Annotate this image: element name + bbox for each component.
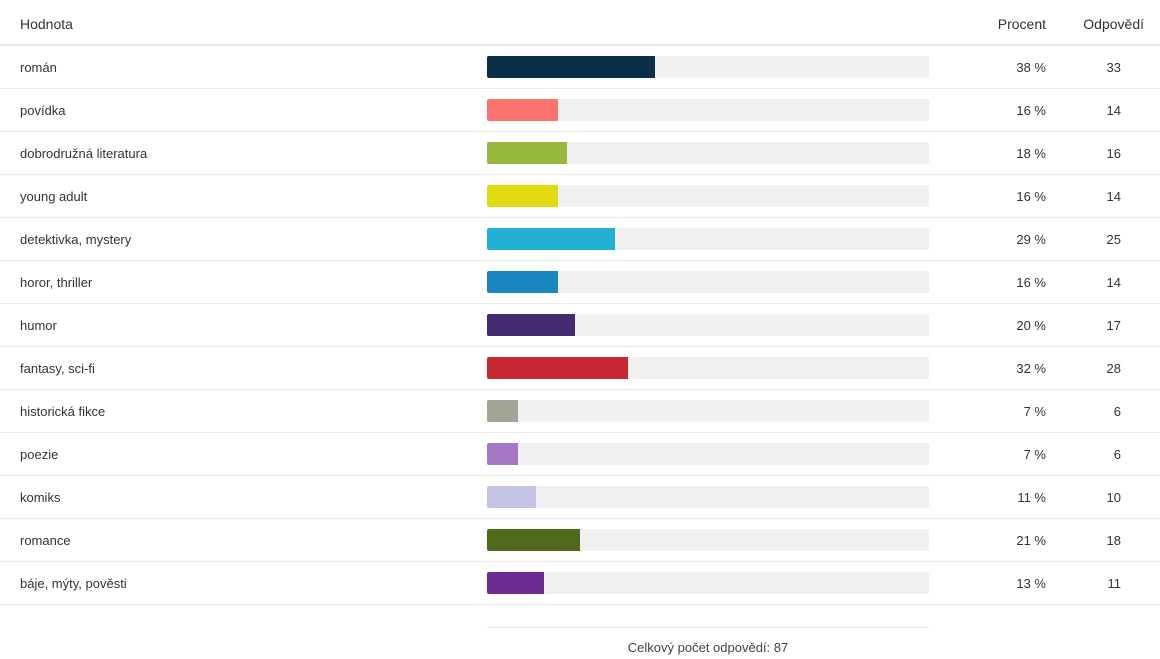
row-label: horor, thriller: [20, 275, 93, 290]
bar-track: [487, 529, 929, 551]
row-percent: 16 %: [1016, 103, 1046, 118]
row-label: young adult: [20, 189, 88, 204]
row-label: komiks: [20, 490, 61, 505]
bar-fill: [487, 400, 518, 422]
row-count: 25: [1106, 232, 1121, 247]
row-count: 14: [1106, 275, 1121, 290]
bar-track: [487, 486, 929, 508]
results-rows: román 38 % 33 povídka 16 % 14 dobrodružná lite…: [0, 46, 1160, 605]
row-count: 6: [1113, 447, 1121, 462]
row-percent: 18 %: [1016, 146, 1046, 161]
result-row: romance 21 % 18: [0, 519, 1160, 562]
row-label: dobrodružná literatura: [20, 146, 148, 161]
row-label: humor: [20, 318, 57, 333]
row-count: 11: [1107, 576, 1122, 591]
row-count: 6: [1113, 404, 1121, 419]
row-label: povídka: [20, 103, 66, 118]
bar-fill: [487, 228, 615, 250]
row-count: 28: [1106, 361, 1121, 376]
row-percent: 29 %: [1016, 232, 1046, 247]
result-row: detektivka, mystery 29 % 25: [0, 218, 1160, 261]
row-percent: 32 %: [1016, 361, 1046, 376]
row-count: 14: [1106, 189, 1121, 204]
bar-fill: [487, 271, 558, 293]
bar-fill: [487, 99, 558, 121]
row-label: detektivka, mystery: [20, 232, 132, 247]
row-percent: 16 %: [1016, 275, 1046, 290]
bar-fill: [487, 185, 558, 207]
header-answers: Odpovědí: [1083, 16, 1144, 32]
bar-fill: [487, 529, 580, 551]
result-row: horor, thriller 16 % 14: [0, 261, 1160, 304]
bar-fill: [487, 572, 544, 594]
bar-track: [487, 271, 929, 293]
row-percent: 13 %: [1016, 576, 1046, 591]
row-label: historická fikce: [20, 404, 106, 419]
row-label: fantasy, sci-fi: [20, 361, 95, 376]
row-count: 17: [1106, 318, 1121, 333]
row-percent: 7 %: [1023, 404, 1046, 419]
row-percent: 7 %: [1023, 447, 1046, 462]
result-row: komiks 11 % 10: [0, 476, 1160, 519]
row-count: 33: [1106, 60, 1121, 75]
bar-fill: [487, 56, 655, 78]
row-percent: 20 %: [1016, 318, 1046, 333]
results-header: Hodnota Procent Odpovědí: [0, 0, 1160, 46]
result-row: humor 20 % 17: [0, 304, 1160, 347]
bar-track: [487, 185, 929, 207]
bar-track: [487, 314, 929, 336]
row-percent: 11 %: [1017, 490, 1046, 505]
row-label: román: [20, 60, 57, 75]
result-row: román 38 % 33: [0, 46, 1160, 89]
result-row: povídka 16 % 14: [0, 89, 1160, 132]
result-row: báje, mýty, pověsti 13 % 11: [0, 562, 1160, 605]
bar-track: [487, 443, 929, 465]
bar-track: [487, 56, 929, 78]
row-label: báje, mýty, pověsti: [20, 576, 127, 591]
bar-track: [487, 357, 929, 379]
result-row: young adult 16 % 14: [0, 175, 1160, 218]
bar-track: [487, 228, 929, 250]
result-row: dobrodružná literatura 18 % 16: [0, 132, 1160, 175]
row-label: romance: [20, 533, 71, 548]
total-responses: Celkový počet odpovědí: 87: [487, 627, 929, 655]
result-row: historická fikce 7 % 6: [0, 390, 1160, 433]
bar-fill: [487, 314, 575, 336]
row-percent: 21 %: [1016, 533, 1046, 548]
bar-track: [487, 400, 929, 422]
row-count: 16: [1106, 146, 1121, 161]
bar-fill: [487, 142, 567, 164]
result-row: poezie 7 % 6: [0, 433, 1160, 476]
bar-track: [487, 99, 929, 121]
bar-track: [487, 142, 929, 164]
row-percent: 38 %: [1016, 60, 1046, 75]
header-value: Hodnota: [20, 16, 73, 32]
row-percent: 16 %: [1016, 189, 1046, 204]
result-row: fantasy, sci-fi 32 % 28: [0, 347, 1160, 390]
row-count: 10: [1106, 490, 1121, 505]
row-label: poezie: [20, 447, 59, 462]
bar-fill: [487, 443, 518, 465]
bar-fill: [487, 357, 628, 379]
row-count: 14: [1106, 103, 1121, 118]
bar-fill: [487, 486, 536, 508]
header-percent: Procent: [997, 16, 1046, 32]
row-count: 18: [1106, 533, 1121, 548]
bar-track: [487, 572, 929, 594]
